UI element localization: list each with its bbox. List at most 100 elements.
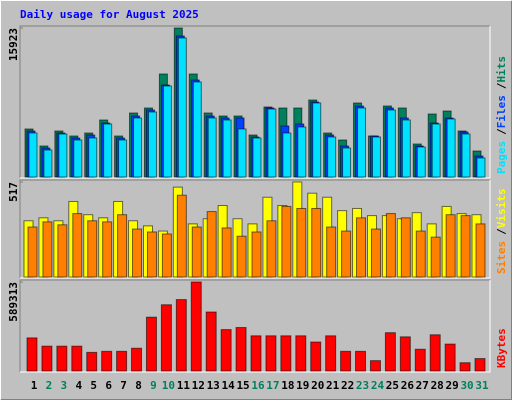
bar: [341, 230, 352, 278]
x-tick-label: 26: [401, 379, 415, 392]
x-tick-label: 21: [326, 379, 340, 392]
bar: [461, 133, 471, 178]
bar: [386, 109, 396, 178]
x-tick-label: 20: [311, 379, 324, 392]
bar: [460, 215, 471, 278]
bar: [117, 214, 128, 278]
bar: [222, 119, 232, 178]
bar: [399, 336, 411, 372]
x-tick-label: 17: [266, 379, 279, 392]
bar: [444, 343, 456, 372]
bar: [369, 360, 381, 372]
bar: [252, 137, 262, 178]
legend-entry: KBytes: [495, 328, 508, 368]
bar: [250, 335, 262, 372]
bar: [221, 227, 232, 278]
chart-title: Daily usage for August 2025: [20, 8, 199, 21]
bar: [86, 351, 98, 372]
panel-border: [20, 280, 491, 373]
bar: [311, 207, 322, 278]
legend-entry: Visits: [495, 189, 508, 229]
bar: [58, 133, 68, 178]
bar: [42, 221, 53, 278]
bar: [414, 348, 426, 372]
bar: [133, 117, 143, 178]
bar: [475, 223, 486, 278]
bar: [384, 332, 396, 372]
y-tick-label: 15923: [7, 28, 20, 61]
bar: [28, 132, 38, 178]
bar: [88, 137, 98, 178]
x-tick-label: 10: [162, 379, 175, 392]
bar: [296, 207, 307, 278]
bar: [27, 226, 38, 278]
x-tick-label: 2: [46, 379, 53, 392]
bar: [415, 230, 426, 278]
x-tick-label: 5: [90, 379, 97, 392]
x-tick-label: 4: [75, 379, 82, 392]
legend: Sites /Visits: [495, 189, 508, 275]
bar: [416, 146, 426, 178]
legend: KBytes: [495, 328, 508, 368]
x-tick-label: 15: [236, 379, 249, 392]
bar: [356, 217, 367, 278]
bar: [191, 226, 202, 278]
bar: [71, 345, 83, 372]
panel-border: [19, 179, 490, 278]
bar: [116, 350, 128, 372]
bar: [357, 107, 367, 178]
legend-entry: Sites: [495, 241, 508, 274]
bar: [192, 81, 202, 178]
bar: [147, 111, 157, 178]
x-tick-label: 18: [281, 379, 294, 392]
x-tick-label: 12: [192, 379, 205, 392]
bar: [295, 335, 307, 372]
bar: [297, 126, 307, 178]
bar: [326, 226, 337, 278]
bar: [26, 337, 38, 372]
bar: [132, 228, 143, 278]
x-tick-label: 31: [475, 379, 489, 392]
x-tick-label: 28: [431, 379, 444, 392]
bar: [401, 119, 411, 178]
bar: [206, 211, 217, 278]
x-tick-label: 27: [416, 379, 429, 392]
legend-separator: /: [495, 228, 508, 235]
bar: [371, 136, 381, 178]
bar: [235, 327, 247, 372]
bar: [145, 316, 157, 372]
bar: [310, 341, 322, 372]
bar: [312, 102, 322, 178]
x-tick-label: 19: [296, 379, 309, 392]
bar: [445, 214, 456, 278]
bar: [251, 231, 262, 278]
x-tick-label: 23: [356, 379, 369, 392]
bar: [177, 37, 187, 178]
legend-separator: /: [495, 128, 508, 135]
bar: [429, 334, 441, 372]
bar: [41, 345, 53, 372]
bar: [446, 118, 456, 178]
x-tick-label: 13: [207, 379, 220, 392]
bar: [103, 123, 113, 178]
bar: [476, 157, 486, 178]
bar: [236, 235, 247, 278]
bar: [175, 299, 187, 372]
bar: [370, 228, 381, 278]
bar: [267, 108, 277, 178]
bar: [72, 213, 83, 278]
x-tick-label: 16: [251, 379, 265, 392]
x-tick-label: 6: [105, 379, 112, 392]
x-tick-label: 29: [446, 379, 459, 392]
y-tick-label: 589313: [7, 282, 20, 322]
bar: [325, 335, 337, 372]
bar: [342, 147, 352, 178]
x-tick-label: 7: [120, 379, 127, 392]
bar: [43, 149, 53, 178]
bar: [281, 205, 292, 278]
x-tick-label: 24: [371, 379, 385, 392]
x-tick-label: 1: [31, 379, 38, 392]
panel-border: [20, 180, 491, 279]
bar: [190, 281, 202, 372]
bar: [385, 213, 396, 278]
